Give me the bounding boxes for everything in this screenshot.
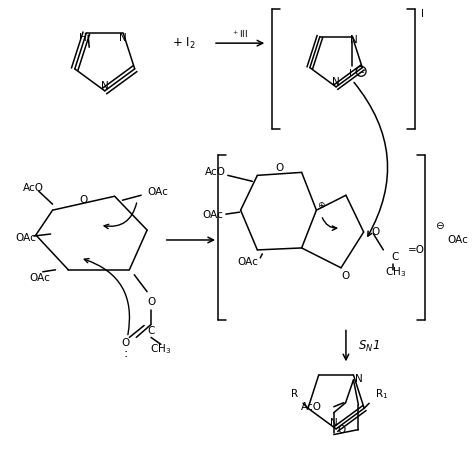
Text: R: R [291, 389, 298, 399]
Text: $\ominus$: $\ominus$ [435, 219, 444, 230]
Text: OAc: OAc [447, 235, 468, 245]
Text: I: I [421, 9, 424, 19]
Text: N: N [330, 418, 338, 428]
Text: O: O [121, 338, 129, 348]
Text: R$_1$: R$_1$ [375, 387, 389, 401]
Text: O: O [342, 271, 350, 281]
Text: H: H [80, 33, 87, 43]
Text: AcO: AcO [23, 183, 44, 193]
Text: OAc: OAc [147, 187, 168, 197]
Text: AcO: AcO [205, 167, 226, 177]
Text: S$_N$1: S$_N$1 [358, 339, 380, 354]
Text: O: O [79, 195, 87, 205]
Text: O: O [276, 164, 284, 173]
Text: N: N [350, 35, 358, 45]
Text: N: N [101, 81, 109, 91]
Text: CH$_3$: CH$_3$ [384, 265, 406, 279]
Text: CH$_3$: CH$_3$ [150, 342, 172, 356]
Text: OAc: OAc [202, 210, 223, 220]
Text: $\oplus$: $\oplus$ [317, 200, 326, 210]
Text: I: I [349, 69, 352, 79]
Text: $^+$III: $^+$III [231, 28, 248, 40]
Text: C: C [392, 252, 399, 262]
Text: OAc: OAc [15, 233, 36, 243]
Text: N: N [119, 33, 127, 43]
Text: =O: =O [408, 245, 425, 255]
Text: OAc: OAc [29, 273, 50, 283]
Text: N: N [332, 77, 340, 87]
Text: C: C [147, 327, 155, 337]
Text: N: N [356, 374, 363, 384]
Text: OAc: OAc [237, 257, 258, 267]
Text: + I$_2$: + I$_2$ [172, 36, 195, 51]
Text: :: : [123, 347, 128, 360]
Text: O: O [147, 297, 155, 307]
Text: O: O [337, 425, 346, 435]
Text: AcO: AcO [301, 402, 322, 412]
Text: $-$: $-$ [357, 68, 365, 74]
Text: O: O [372, 227, 380, 237]
